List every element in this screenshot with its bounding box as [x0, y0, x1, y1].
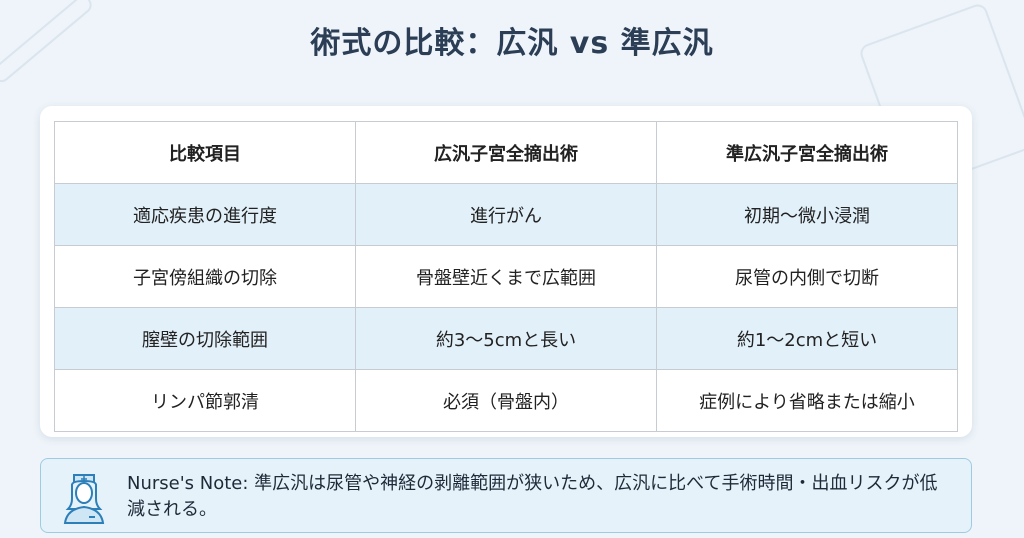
- table-cell: 骨盤壁近くまで広範囲: [355, 245, 657, 308]
- table-cell: 初期～微小浸潤: [656, 183, 958, 246]
- nurse-icon: [63, 474, 105, 524]
- table-cell: 必須（骨盤内）: [355, 369, 657, 432]
- table-row: 子宮傍組織の切除 骨盤壁近くまで広範囲 尿管の内側で切断: [54, 245, 958, 308]
- table-cell: 適応疾患の進行度: [54, 183, 356, 246]
- table-row: 適応疾患の進行度 進行がん 初期～微小浸潤: [54, 183, 958, 246]
- nurse-note-text: Nurse's Note: 準広汎は尿管や神経の剥離範囲が狭いため、広汎に比べて…: [127, 473, 938, 520]
- table-cell: 症例により省略または縮小: [656, 369, 958, 432]
- comparison-card: 比較項目 広汎子宮全摘出術 準広汎子宮全摘出術 適応疾患の進行度 進行がん 初期…: [40, 106, 972, 437]
- comparison-table: 比較項目 広汎子宮全摘出術 準広汎子宮全摘出術 適応疾患の進行度 進行がん 初期…: [54, 121, 958, 432]
- header-cell: 広汎子宮全摘出術: [355, 121, 657, 184]
- table-cell: 膣壁の切除範囲: [54, 307, 356, 370]
- table-cell: 約3～5cmと長い: [355, 307, 657, 370]
- table-row: リンパ節郭清 必須（骨盤内） 症例により省略または縮小: [54, 369, 958, 432]
- header-cell: 準広汎子宮全摘出術: [656, 121, 958, 184]
- header-cell: 比較項目: [54, 121, 356, 184]
- table-cell: 尿管の内側で切断: [656, 245, 958, 308]
- table-cell: 約1～2cmと短い: [656, 307, 958, 370]
- table-cell: リンパ節郭清: [54, 369, 356, 432]
- table-cell: 子宮傍組織の切除: [54, 245, 356, 308]
- table-row: 膣壁の切除範囲 約3～5cmと長い 約1～2cmと短い: [54, 307, 958, 370]
- nurse-note-box: Nurse's Note: 準広汎は尿管や神経の剥離範囲が狭いため、広汎に比べて…: [40, 458, 972, 533]
- page-title: 術式の比較：広汎 vs 準広汎: [310, 26, 714, 61]
- table-cell: 進行がん: [355, 183, 657, 246]
- table-header-row: 比較項目 広汎子宮全摘出術 準広汎子宮全摘出術: [54, 121, 958, 184]
